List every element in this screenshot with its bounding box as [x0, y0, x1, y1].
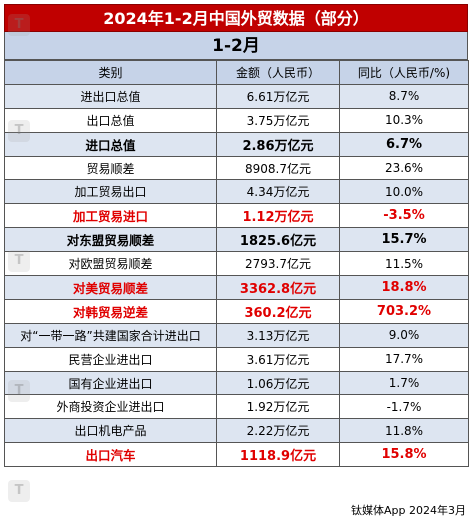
table-row: 加工贸易进口 1.12万亿元 -3.5%: [4, 203, 469, 229]
row-yoy: 6.7%: [339, 131, 469, 157]
row-yoy: 1.7%: [339, 370, 469, 396]
table-row: 国有企业进出口 1.06万亿元 1.7%: [4, 370, 469, 396]
row-category: 加工贸易进口: [4, 203, 217, 229]
row-amount: 3362.8亿元: [216, 275, 340, 300]
column-header-row: 类别 金额（人民币） 同比（人民币/%): [4, 60, 469, 85]
row-yoy: 17.7%: [339, 346, 469, 372]
row-category: 对欧盟贸易顺差: [4, 251, 217, 277]
row-yoy: 15.8%: [339, 442, 469, 468]
row-yoy: -3.5%: [339, 203, 469, 229]
watermark-logo-icon: T: [8, 480, 30, 502]
row-amount: 2.22万亿元: [216, 418, 340, 444]
row-yoy: 10.0%: [339, 179, 469, 205]
table-row: 加工贸易出口 4.34万亿元 10.0%: [4, 179, 469, 205]
table-row: 出口总值 3.75万亿元 10.3%: [4, 107, 469, 133]
row-category: 出口汽车: [4, 442, 217, 468]
row-amount: 3.75万亿元: [216, 107, 340, 133]
row-amount: 4.34万亿元: [216, 179, 340, 205]
column-header-category: 类别: [4, 60, 217, 85]
trade-data-table-card: 2024年1-2月中国外贸数据（部分） 1-2月 类别 金额（人民币） 同比（人…: [4, 4, 469, 468]
table-row: 进出口总值 6.61万亿元 8.7%: [4, 83, 469, 109]
row-category: 对美贸易顺差: [4, 275, 217, 300]
row-amount: 1118.9亿元: [216, 442, 340, 468]
row-amount: 1825.6亿元: [216, 227, 340, 253]
watermark-logo-icon: T: [8, 380, 30, 402]
row-category: 民营企业进出口: [4, 346, 217, 372]
row-amount: 2793.7亿元: [216, 251, 340, 277]
column-header-amount: 金额（人民币）: [216, 60, 340, 85]
row-yoy: 23.6%: [339, 155, 469, 181]
row-amount: 360.2亿元: [216, 298, 340, 324]
row-yoy: 10.3%: [339, 107, 469, 133]
source-footer: 钛媒体App 2024年3月: [351, 504, 466, 517]
row-yoy: 11.5%: [339, 251, 469, 277]
row-category: 进口总值: [4, 131, 217, 157]
row-amount: 2.86万亿元: [216, 131, 340, 157]
row-yoy: -1.7%: [339, 394, 469, 420]
watermark-logo-icon: T: [8, 14, 30, 36]
row-category: 对“一带一路”共建国家合计进出口: [4, 322, 217, 348]
table-row: 民营企业进出口 3.61万亿元 17.7%: [4, 346, 469, 372]
table-row: 进口总值 2.86万亿元 6.7%: [4, 131, 469, 157]
row-yoy: 8.7%: [339, 83, 469, 109]
table-row: 出口汽车 1118.9亿元 15.8%: [4, 442, 469, 468]
row-yoy: 703.2%: [339, 298, 469, 324]
column-header-yoy: 同比（人民币/%): [339, 60, 469, 85]
row-amount: 3.13万亿元: [216, 322, 340, 348]
row-amount: 1.06万亿元: [216, 370, 340, 396]
table-row: 出口机电产品 2.22万亿元 11.8%: [4, 418, 469, 444]
row-yoy: 11.8%: [339, 418, 469, 444]
row-amount: 3.61万亿元: [216, 346, 340, 372]
row-yoy: 15.7%: [339, 227, 469, 253]
table-row: 对美贸易顺差 3362.8亿元 18.8%: [4, 275, 469, 300]
table-row: 对东盟贸易顺差 1825.6亿元 15.7%: [4, 227, 469, 253]
row-category: 出口机电产品: [4, 418, 217, 444]
watermark-logo-icon: T: [8, 120, 30, 142]
row-yoy: 9.0%: [339, 322, 469, 348]
table-title: 2024年1-2月中国外贸数据（部分）: [4, 4, 468, 32]
row-amount: 1.12万亿元: [216, 203, 340, 229]
watermark-logo-icon: T: [8, 250, 30, 272]
trade-table: 类别 金额（人民币） 同比（人民币/%) 进出口总值 6.61万亿元 8.7% …: [4, 60, 469, 468]
table-row: 外商投资企业进出口 1.92万亿元 -1.7%: [4, 394, 469, 420]
row-amount: 6.61万亿元: [216, 83, 340, 109]
row-category: 对韩贸易逆差: [4, 298, 217, 324]
row-category: 出口总值: [4, 107, 217, 133]
row-category: 外商投资企业进出口: [4, 394, 217, 420]
row-category: 对东盟贸易顺差: [4, 227, 217, 253]
row-amount: 8908.7亿元: [216, 155, 340, 181]
table-row: 对韩贸易逆差 360.2亿元 703.2%: [4, 298, 469, 324]
row-category: 贸易顺差: [4, 155, 217, 181]
row-yoy: 18.8%: [339, 275, 469, 300]
row-category: 进出口总值: [4, 83, 217, 109]
row-category: 加工贸易出口: [4, 179, 217, 205]
table-row: 对欧盟贸易顺差 2793.7亿元 11.5%: [4, 251, 469, 277]
period-header: 1-2月: [4, 32, 468, 60]
table-row: 贸易顺差 8908.7亿元 23.6%: [4, 155, 469, 181]
table-row: 对“一带一路”共建国家合计进出口 3.13万亿元 9.0%: [4, 322, 469, 348]
row-category: 国有企业进出口: [4, 370, 217, 396]
row-amount: 1.92万亿元: [216, 394, 340, 420]
